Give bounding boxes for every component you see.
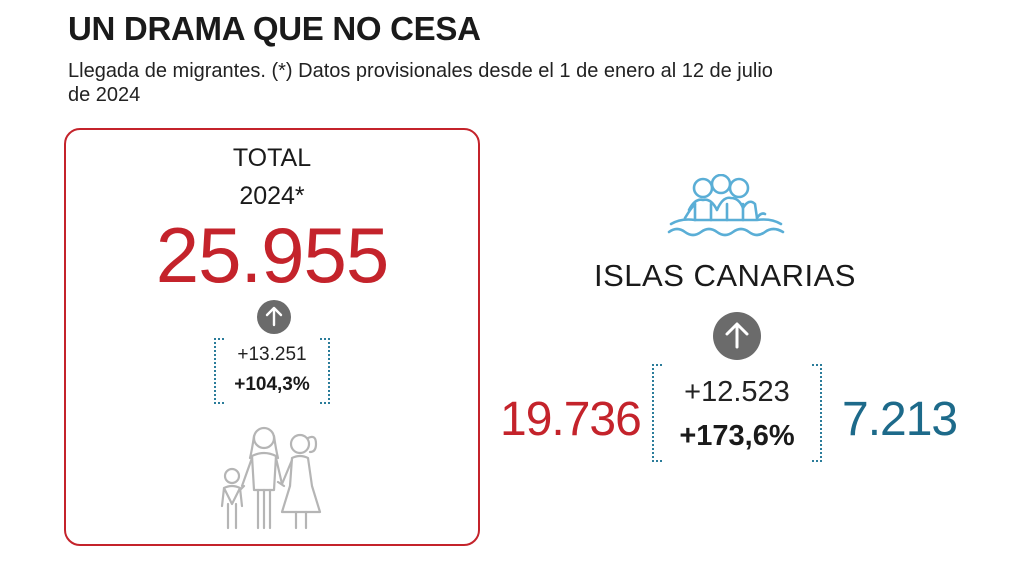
people-on-boat-icon <box>667 174 785 237</box>
total-change-percent: +104,3% <box>234 374 310 395</box>
page-title: UN DRAMA QUE NO CESA <box>68 10 481 47</box>
canarias-other-value: 7.213 <box>842 393 958 446</box>
total-change-absolute: +13.251 <box>237 344 307 365</box>
page-subtitle: Llegada de migrantes. (*) Datos provisio… <box>68 60 773 106</box>
canarias-change-box: +12.523 +173,6% <box>652 364 822 462</box>
canarias-previous-value: 19.736 <box>500 393 642 446</box>
total-value: 25.955 <box>155 211 390 299</box>
total-card: TOTAL 2024* 25.955 +13.251 +104,3% <box>64 128 480 546</box>
total-year-label: 2024* <box>239 182 305 210</box>
total-label: TOTAL <box>232 144 312 172</box>
arrow-up-icon <box>713 312 761 360</box>
canarias-change-absolute: +12.523 <box>684 376 790 408</box>
total-change-box: +13.251 +104,3% <box>214 338 330 404</box>
canarias-change-percent: +173,6% <box>679 420 795 452</box>
family-icon <box>220 426 322 530</box>
arrow-up-icon <box>257 300 291 334</box>
canarias-label: ISLAS CANARIAS <box>594 258 856 293</box>
